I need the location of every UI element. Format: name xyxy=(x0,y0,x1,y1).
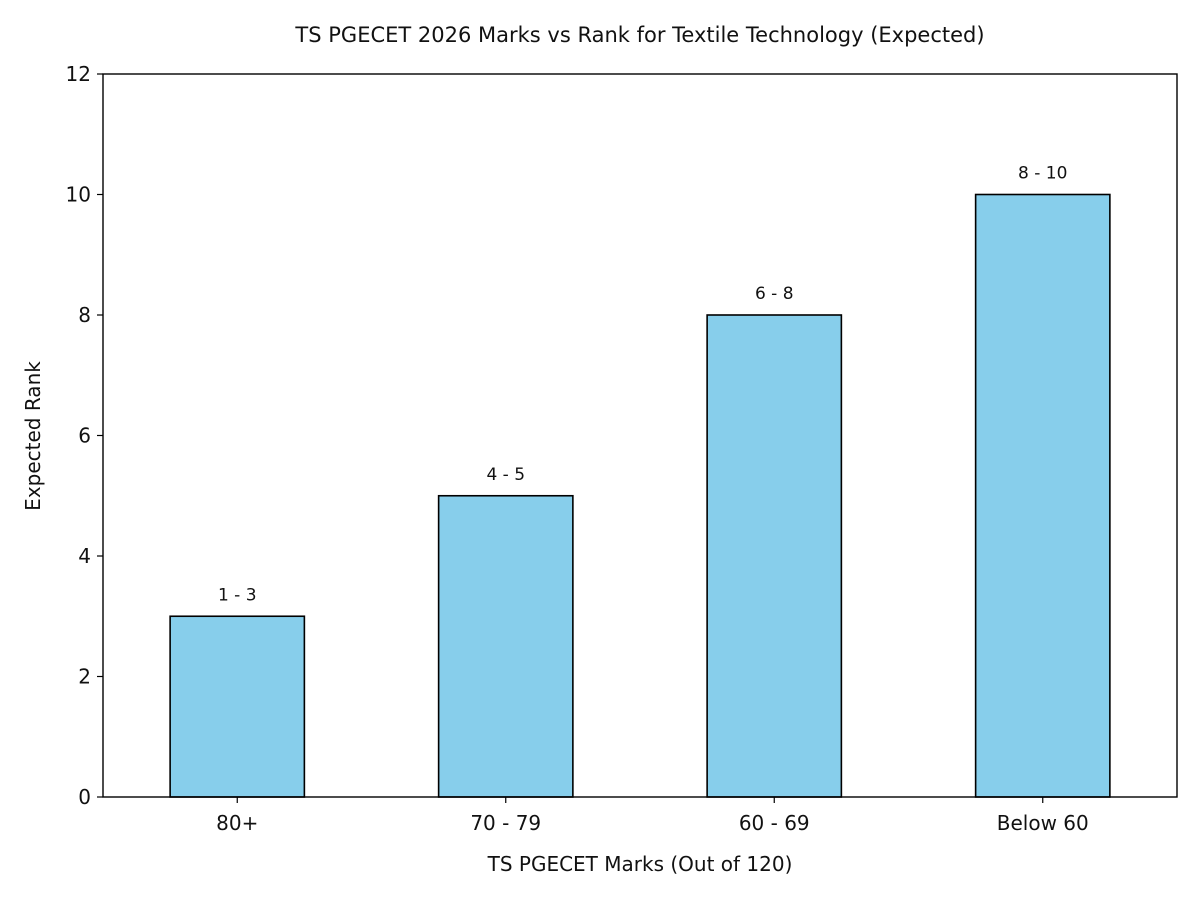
y-tick-label: 12 xyxy=(66,62,91,86)
x-tick-label: 80+ xyxy=(216,811,258,835)
y-tick-label: 8 xyxy=(78,303,91,327)
y-tick-label: 10 xyxy=(66,183,91,207)
x-tick-label: Below 60 xyxy=(997,811,1089,835)
y-tick-label: 4 xyxy=(78,544,91,568)
y-tick-label: 0 xyxy=(78,785,91,809)
bar-data-label: 4 - 5 xyxy=(486,465,525,485)
bar xyxy=(706,314,843,798)
bar-data-label: 6 - 8 xyxy=(755,284,794,304)
y-axis: 0 2 4 6 8 10 12 xyxy=(66,62,103,809)
x-axis: 80+ 70 - 79 60 - 69 Below 60 xyxy=(216,797,1089,835)
x-tick-label: 60 - 69 xyxy=(739,811,810,835)
y-tick-label: 2 xyxy=(78,665,91,689)
x-axis-label: TS PGECET Marks (Out of 120) xyxy=(487,852,793,876)
chart-title: TS PGECET 2026 Marks vs Rank for Textile… xyxy=(294,23,984,47)
bar-data-label: 8 - 10 xyxy=(1018,164,1067,184)
bar xyxy=(437,494,574,798)
y-axis-label: Expected Rank xyxy=(21,361,45,511)
bar xyxy=(169,615,306,798)
bar-data-label: 1 - 3 xyxy=(218,585,257,605)
y-tick-label: 6 xyxy=(78,424,91,448)
bar-labels-layer: 1 - 3 4 - 5 6 - 8 8 - 10 xyxy=(218,164,1067,606)
bar xyxy=(974,193,1111,798)
bars-layer xyxy=(169,193,1111,798)
x-tick-label: 70 - 79 xyxy=(470,811,541,835)
